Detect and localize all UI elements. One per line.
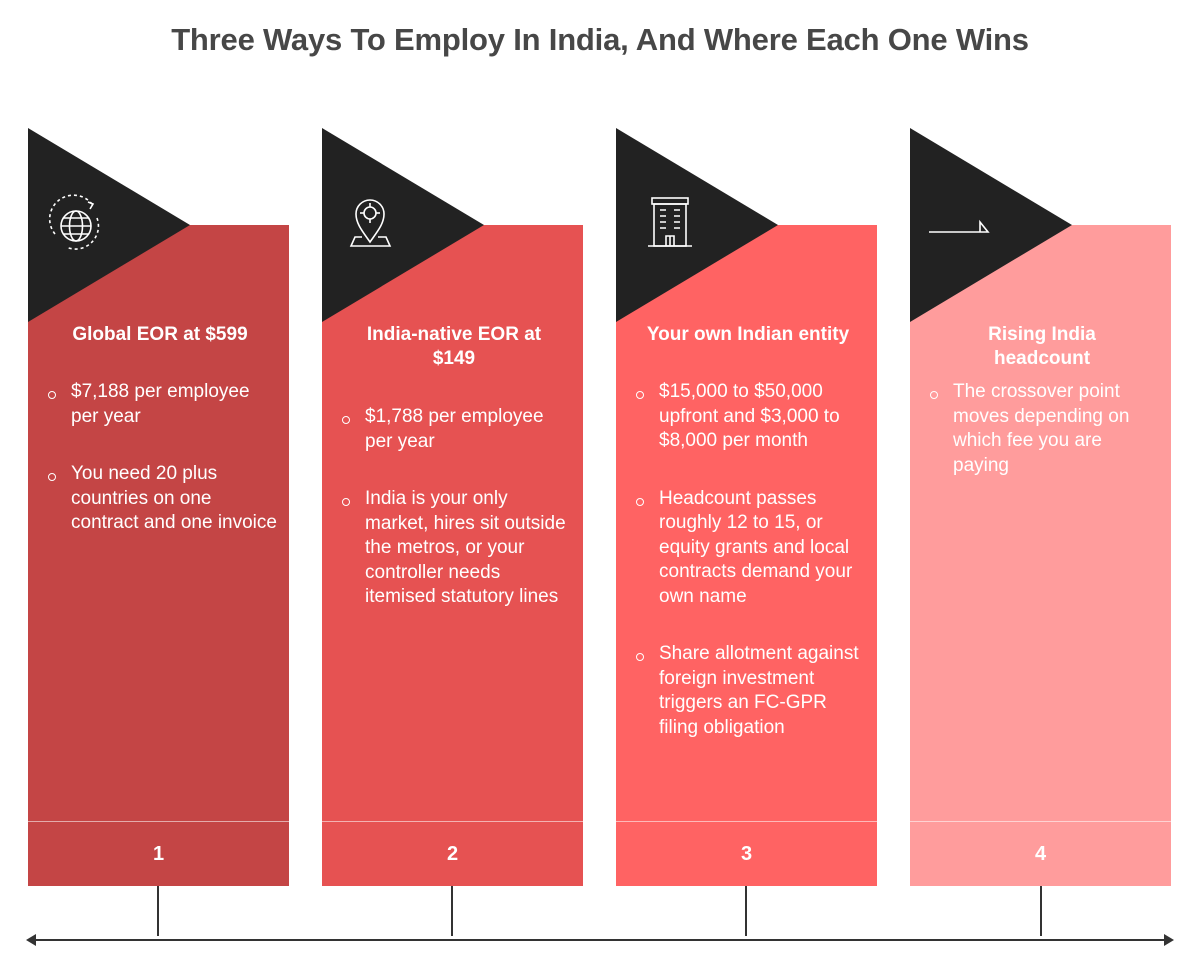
arrow-right-icon <box>1164 934 1174 946</box>
list-item: India is your only market, hires sit out… <box>342 487 574 610</box>
bullet-list: The crossover point moves depending on w… <box>930 380 1162 511</box>
column-heading: Global EOR at $599 <box>72 324 248 345</box>
timeline-tick <box>1040 886 1042 936</box>
list-item: You need 20 plus countries on one contra… <box>48 462 280 536</box>
timeline-axis <box>30 939 1170 941</box>
ramp-icon <box>929 219 990 233</box>
bullet-icon <box>48 391 56 399</box>
column-heading: India-native EOR at $149 <box>366 324 542 369</box>
step-number: 4 <box>1034 843 1047 865</box>
bullet-icon <box>636 391 644 399</box>
timeline-tick <box>157 886 159 936</box>
list-item: Share allotment against foreign investme… <box>636 642 868 740</box>
column-triangle <box>322 128 484 322</box>
column-heading: Your own Indian entity <box>646 324 850 345</box>
bullet-icon <box>342 498 350 506</box>
bullet-icon <box>636 653 644 661</box>
list-item: The crossover point moves depending on w… <box>930 380 1162 478</box>
column-body <box>322 225 583 886</box>
page-title: Three Ways To Employ In India, And Where… <box>171 22 1029 57</box>
list-item: Headcount passes roughly 12 to 15, or eq… <box>636 487 868 610</box>
divider <box>28 821 289 823</box>
bullet-icon <box>342 416 350 424</box>
timeline-tick <box>451 886 453 936</box>
divider <box>322 821 583 823</box>
column-india-native-eor: India-native EOR at $149 $1,788 per empl… <box>322 128 583 886</box>
column-heading: Rising India headcount <box>988 324 1096 369</box>
map-pin-icon <box>349 199 392 247</box>
step-number: 1 <box>152 843 165 865</box>
divider <box>616 821 877 823</box>
bullet-list: $1,788 per employee per year India is yo… <box>342 405 574 643</box>
bullet-list: $15,000 to $50,000 upfront and $3,000 to… <box>636 380 868 773</box>
column-triangle <box>910 128 1072 322</box>
column-triangle <box>616 128 778 322</box>
list-item: $1,788 per employee per year <box>342 405 574 454</box>
step-number: 3 <box>740 843 753 865</box>
bullet-icon <box>930 391 938 399</box>
bullet-icon <box>48 473 56 481</box>
column-body <box>28 225 289 886</box>
column-own-entity: Your own Indian entity $15,000 to $50,00… <box>616 128 877 886</box>
column-rising-headcount: Rising India headcount The crossover poi… <box>910 128 1171 886</box>
step-number: 2 <box>446 843 459 865</box>
column-body <box>910 225 1171 886</box>
building-icon <box>648 197 692 247</box>
bullet-list: $7,188 per employee per year You need 20… <box>48 380 280 569</box>
globe-icon <box>48 194 100 250</box>
list-item: $7,188 per employee per year <box>48 380 280 429</box>
divider <box>910 821 1171 823</box>
arrow-left-icon <box>26 934 36 946</box>
list-item: $15,000 to $50,000 upfront and $3,000 to… <box>636 380 868 454</box>
column-body <box>616 225 877 886</box>
bullet-icon <box>636 497 644 506</box>
column-global-eor: Global EOR at $599 $7,188 per employee p… <box>28 128 289 886</box>
column-triangle <box>28 128 190 322</box>
timeline-tick <box>745 886 747 936</box>
